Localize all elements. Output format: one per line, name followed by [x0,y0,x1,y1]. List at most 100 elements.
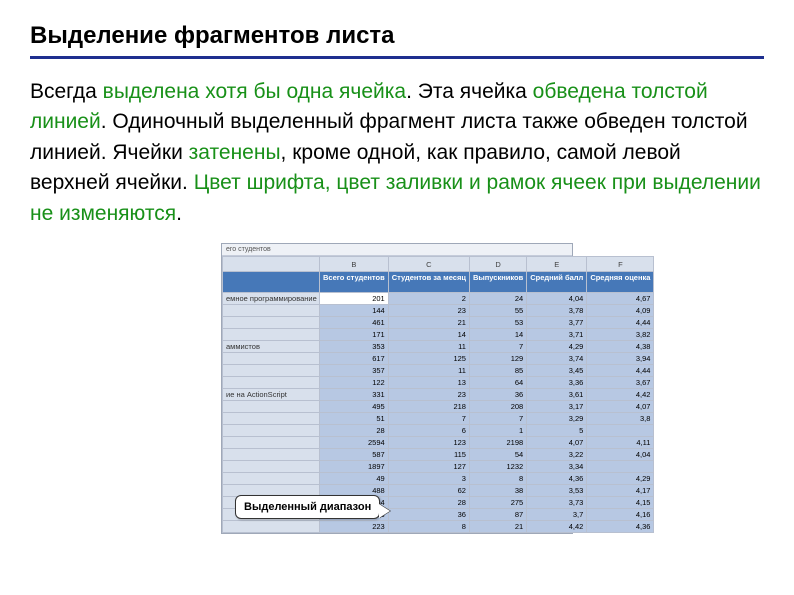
data-cell: 3,7 [527,509,587,521]
col-letter [223,257,320,272]
data-cell: 4,16 [587,509,654,521]
header-cell: Студентов за месяц [388,272,469,293]
header-cell [223,272,320,293]
data-cell: 11 [388,341,469,353]
row-label: аммистов [223,341,320,353]
row-label: ие на ActionScript [223,389,320,401]
row-label [223,425,320,437]
data-cell [587,425,654,437]
data-cell: 4,36 [527,473,587,485]
data-cell: 125 [388,353,469,365]
table-row: 189712712323,34 [223,461,654,473]
data-cell: 357 [320,365,389,377]
formula-bar-fragment: его студентов [222,244,572,256]
data-cell: 55 [469,305,526,317]
table-row: аммистов3531174,294,38 [223,341,654,353]
data-cell: 3,94 [587,353,654,365]
data-cell: 3,8 [587,413,654,425]
col-letter: F [587,257,654,272]
header-cell: Средний балл [527,272,587,293]
data-cell: 223 [320,521,389,533]
data-cell: 4,04 [527,293,587,305]
table-row: 2238214,424,36 [223,521,654,533]
table-row: 51773,293,8 [223,413,654,425]
data-cell: 21 [469,521,526,533]
data-cell: 36 [469,389,526,401]
table-row: 12213643,363,67 [223,377,654,389]
data-cell: 3,74 [527,353,587,365]
row-label [223,305,320,317]
row-label [223,329,320,341]
data-cell: 21 [388,317,469,329]
data-cell: 11 [388,365,469,377]
callout-label: Выделенный диапазон [235,495,380,519]
data-cell: 7 [469,413,526,425]
row-label [223,473,320,485]
data-cell: 8 [469,473,526,485]
slide-title: Выделение фрагментов листа [30,22,764,50]
data-cell: 2 [388,293,469,305]
table-row: 17114143,713,82 [223,329,654,341]
data-cell: 3,53 [527,485,587,497]
table-row: 14423553,784,09 [223,305,654,317]
data-cell: 218 [388,401,469,413]
table-row: 259412321984,074,11 [223,437,654,449]
data-cell: 4,09 [587,305,654,317]
data-cell: 4,29 [587,473,654,485]
data-cell: 62 [388,485,469,497]
data-cell: 2594 [320,437,389,449]
col-letter: D [469,257,526,272]
data-cell: 14 [469,329,526,341]
row-label [223,365,320,377]
data-cell: 208 [469,401,526,413]
data-cell: 5 [527,425,587,437]
data-cell: 115 [388,449,469,461]
data-cell: 28 [320,425,389,437]
row-label [223,449,320,461]
row-label [223,413,320,425]
row-label [223,461,320,473]
data-cell: 4,42 [527,521,587,533]
data-cell: 4,67 [587,293,654,305]
data-cell: 85 [469,365,526,377]
data-cell: 275 [469,497,526,509]
data-cell: 4,44 [587,365,654,377]
column-letters-row: B C D E F [223,257,654,272]
data-cell: 353 [320,341,389,353]
data-cell: 87 [469,509,526,521]
data-cell: 4,15 [587,497,654,509]
data-cell: 1897 [320,461,389,473]
data-cell: 4,11 [587,437,654,449]
data-cell: 51 [320,413,389,425]
data-cell: 23 [388,305,469,317]
header-row: Всего студентов Студентов за месяц Выпус… [223,272,654,293]
data-cell: 3,77 [527,317,587,329]
text-5: . [176,202,182,225]
spreadsheet-table: B C D E F Всего студентов Студентов за м… [222,256,654,533]
data-cell: 7 [388,413,469,425]
data-cell: 7 [469,341,526,353]
data-cell: 4,38 [587,341,654,353]
row-label [223,401,320,413]
body-paragraph: Всегда выделена хотя бы одна ячейка. Эта… [30,77,764,229]
table-row: 587115543,224,04 [223,449,654,461]
data-cell: 4,07 [527,437,587,449]
table-row: 49384,364,29 [223,473,654,485]
data-cell: 3,29 [527,413,587,425]
row-label [223,353,320,365]
highlight-1: выделена хотя бы одна ячейка [103,80,406,103]
highlight-3: затенены [189,141,281,164]
data-cell: 2198 [469,437,526,449]
col-letter: B [320,257,389,272]
table-row: 46121533,774,44 [223,317,654,329]
data-cell: 123 [388,437,469,449]
header-cell: Средняя оценка [587,272,654,293]
data-cell: 3,17 [527,401,587,413]
data-cell: 129 [469,353,526,365]
data-cell: 38 [469,485,526,497]
row-label [223,521,320,533]
header-cell: Всего студентов [320,272,389,293]
header-cell: Выпускников [469,272,526,293]
col-letter: C [388,257,469,272]
data-cell: 3,34 [527,461,587,473]
